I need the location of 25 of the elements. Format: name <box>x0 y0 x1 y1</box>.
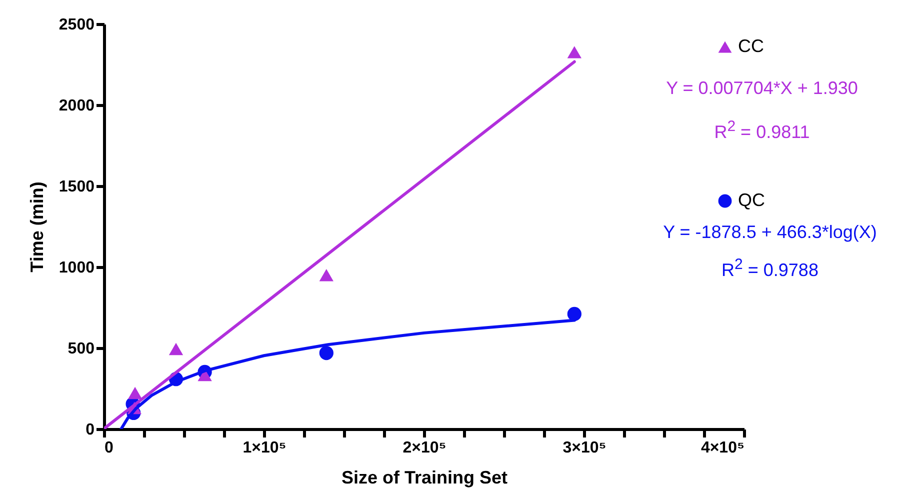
x-tick-label: 2×10⁵ <box>402 440 446 456</box>
y-tick-label: 500 <box>68 340 95 358</box>
point <box>319 268 334 282</box>
y-tick-label: 1000 <box>58 260 95 276</box>
x-tick-label: 3×10⁵ <box>562 440 606 456</box>
point <box>168 342 184 356</box>
annotation: R$^{2}$ = 0.9788 <box>722 256 818 281</box>
point <box>567 306 582 322</box>
legend-label: CC <box>738 36 764 56</box>
x-axis-title: Size of Training Set <box>341 468 508 488</box>
annotation: Y = 0.007704*X + 1.930 <box>666 78 858 99</box>
point <box>319 346 334 360</box>
annotation: R$^{2}$ = 0.9811 <box>714 118 810 143</box>
y-tick-label: 2000 <box>58 98 95 114</box>
y-axis-title: Time (min) <box>26 182 47 272</box>
annotation: Y = -1878.5 + 466.3*log(X) <box>663 222 877 243</box>
legend-label: QC <box>738 190 765 210</box>
y-tick-label: 2500 <box>58 16 95 34</box>
point <box>128 386 142 400</box>
point <box>567 46 582 58</box>
x-tick-label: 0 <box>104 440 114 456</box>
y-tick-label: 0 <box>86 422 95 438</box>
y-tick-label: 1500 <box>58 178 95 196</box>
x-tick-label: 1×10⁵ <box>242 440 286 456</box>
x-tick-label: 4×10⁵ <box>700 440 744 456</box>
